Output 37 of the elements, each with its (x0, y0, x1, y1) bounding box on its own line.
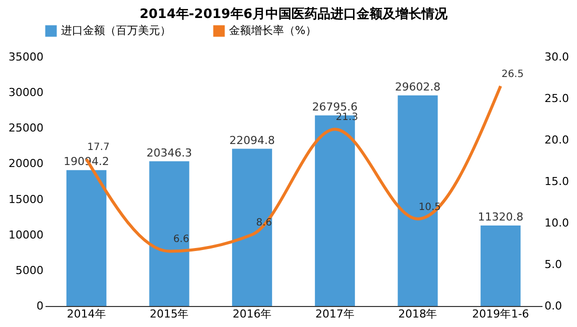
y-tick-label: 30000 (8, 86, 44, 100)
bar (398, 95, 438, 306)
data-label: 6.6 (173, 234, 190, 246)
y2-tick-label: 15.0 (544, 175, 569, 188)
x-tick-label: 2018年 (398, 308, 438, 320)
y-tick-label: 20000 (8, 157, 44, 170)
data-label: 29602.8 (395, 80, 440, 94)
x-tick-label: 2016年 (232, 308, 272, 320)
bar (66, 170, 106, 306)
x-tick-label: 2014年 (66, 308, 106, 320)
x-tick-label: 2019年1-6 (472, 308, 530, 320)
bar (149, 161, 190, 306)
y2-tick-label: 10.0 (544, 216, 569, 230)
y-tick-label: 15000 (8, 192, 44, 206)
x-tick-label: 2017年 (315, 308, 354, 320)
y2-tick-label: 5.0 (544, 258, 562, 271)
data-label: 17.7 (87, 142, 110, 154)
data-label: 22094.8 (229, 134, 275, 147)
y2-tick-label: 25.0 (544, 92, 569, 105)
y2-tick-label: 20.0 (544, 134, 569, 146)
bar (232, 148, 272, 306)
y2-tick-label: 0.0 (544, 300, 562, 312)
legend-label: 进口金额（百万美元） (61, 24, 171, 37)
y-tick-label: 25000 (8, 122, 44, 135)
bar (480, 225, 521, 306)
data-label: 26.5 (501, 69, 524, 80)
data-label: 11320.8 (478, 210, 524, 224)
y-tick-label: 35000 (8, 50, 44, 64)
legend-label: 金额增长率（%） (229, 24, 316, 37)
y-tick-label: 5000 (16, 264, 44, 277)
y2-tick-label: 30.0 (544, 50, 569, 64)
data-label: 26795.6 (312, 100, 358, 114)
y-tick-label: 10000 (8, 228, 44, 242)
x-tick-label: 2015年 (150, 308, 189, 320)
chart-title: 2014年-2019年6月中国医药品进口金额及增长情况 (140, 6, 448, 22)
y-tick-label: 0 (36, 300, 44, 312)
data-label: 20346.3 (146, 146, 192, 160)
